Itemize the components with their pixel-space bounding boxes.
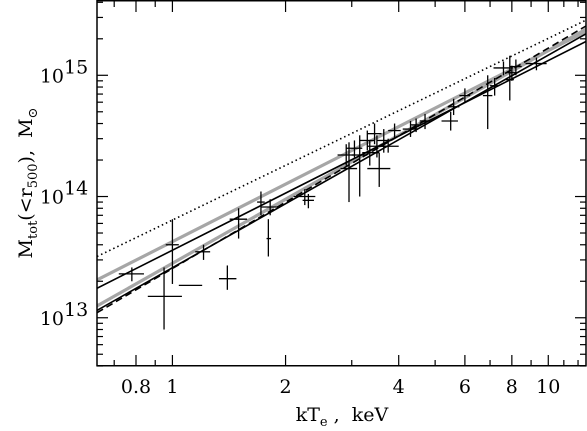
fit-line-dotted-0 [97, 19, 586, 258]
x-axis-title: kTe , keV [296, 404, 389, 430]
y-axis-title-rsub: 500 [26, 163, 41, 188]
data-point [509, 59, 522, 76]
fit-line-dashed-5 [97, 25, 586, 314]
x-tick-label: 6 [459, 376, 471, 398]
data-point [266, 219, 272, 257]
y-tick-label: 10 [40, 308, 64, 330]
y-axis-title-close: ), M [15, 118, 37, 163]
data-point [482, 75, 493, 130]
x-tick-label: 1 [166, 376, 178, 398]
data-point [195, 244, 211, 260]
y-tick-label-exponent: 14 [64, 178, 88, 200]
data-point [165, 219, 179, 284]
fit-line-solid-thick-1 [97, 30, 586, 282]
data-point [490, 77, 500, 96]
data-points [118, 55, 547, 330]
data-point [260, 199, 279, 216]
y-tick-label: 10 [40, 187, 64, 209]
x-axis-title-rest: , keV [328, 404, 389, 426]
x-tick-label: 8 [506, 376, 518, 398]
y-axis-title: Mtot(<r500), M⊙ [15, 108, 41, 259]
x-tick-label: 2 [280, 376, 292, 398]
data-point [410, 118, 422, 133]
data-point [507, 65, 516, 81]
y-axis-title-sun: ⊙ [26, 108, 41, 119]
x-axis-title-sub: e [320, 415, 328, 430]
y-axis-title-m: M [15, 239, 37, 258]
data-point [525, 57, 547, 71]
data-point [376, 138, 399, 153]
data-point [367, 123, 382, 145]
data-point [441, 111, 458, 131]
data-point [118, 267, 144, 282]
data-point [351, 135, 368, 197]
y-tick-label: 10 [40, 65, 64, 87]
data-point [229, 208, 248, 239]
x-tick-label: 10 [536, 376, 560, 398]
data-point [257, 191, 265, 216]
data-point [459, 88, 471, 104]
x-tick-label: 4 [393, 376, 405, 398]
data-point [302, 193, 314, 209]
x-tick-label: 0.8 [121, 376, 151, 398]
data-point [367, 152, 391, 187]
fit-line-solid-thick-2 [97, 27, 586, 308]
data-point [447, 98, 460, 116]
plot-frame [96, 0, 587, 367]
data-point [293, 189, 316, 206]
y-tick-label-exponent: 15 [64, 56, 88, 78]
data-point [340, 142, 358, 203]
y-axis-title-msub: tot [26, 220, 41, 239]
y-tick-label-exponent: 13 [64, 299, 88, 321]
fit-line-solid-4 [97, 33, 586, 312]
data-point [147, 267, 182, 330]
data-point [388, 123, 401, 139]
x-axis-title-main: kT [296, 404, 321, 426]
fit-lines [97, 19, 586, 314]
y-axis-title-open: (<r [15, 187, 37, 220]
fit-line-solid-3 [97, 40, 586, 290]
axis-ticks [97, 1, 586, 367]
data-point [419, 113, 431, 130]
data-point [402, 120, 418, 137]
data-point [218, 265, 237, 290]
